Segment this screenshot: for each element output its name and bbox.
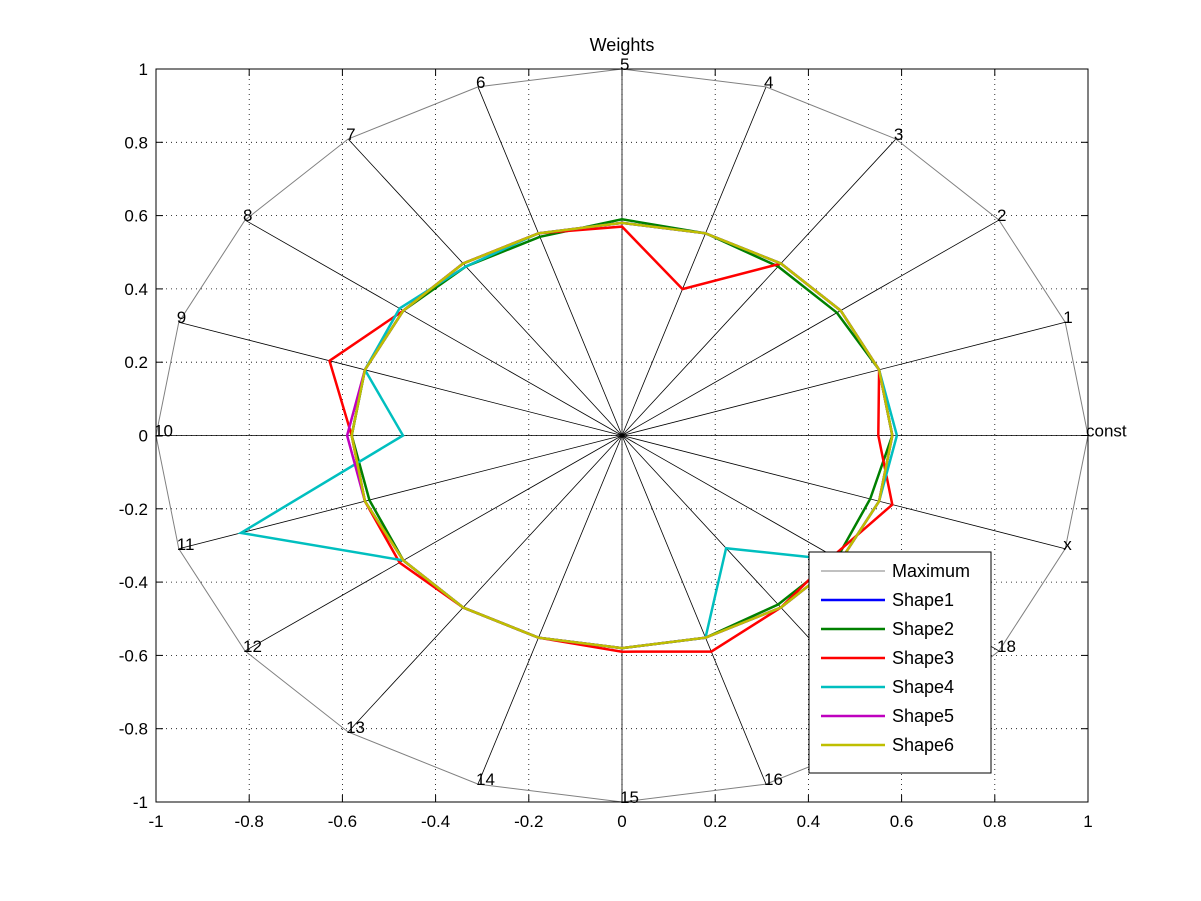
- spoke-6: [477, 86, 623, 436]
- spokes: [156, 69, 1088, 802]
- spoke-9: [178, 321, 623, 436]
- spoke-label-18: 18: [997, 637, 1016, 656]
- spoke-8: [244, 219, 623, 436]
- spoke-label-15: 15: [620, 788, 639, 807]
- spoke-label-11: 11: [177, 535, 195, 554]
- legend-label-shape3: Shape3: [892, 648, 954, 668]
- spoke-label-13: 13: [346, 718, 365, 737]
- legend: Maximum Shape1 Shape2 Shape3 Shape4 Shape5 Sha…: [808, 551, 992, 774]
- spoke-label-5: 5: [620, 55, 629, 74]
- legend-label-shape2: Shape2: [892, 619, 954, 639]
- x-tick-label: 0.8: [983, 812, 1007, 831]
- ticks: -1 -0.8 -0.6 -0.4 -0.2 0 0.2 0.4 0.6 0.8 1 -1 -0.8 -0…: [119, 60, 1093, 831]
- legend-label-maximum: Maximum: [892, 561, 970, 581]
- spoke-label-1: 1: [1063, 308, 1072, 327]
- spoke-13: [347, 435, 623, 733]
- y-tick-label: 0.2: [124, 353, 148, 372]
- spoke-2: [621, 219, 1000, 436]
- spoke-3: [621, 138, 897, 436]
- y-tick-label: 0.6: [124, 207, 148, 226]
- legend-label-shape5: Shape5: [892, 706, 954, 726]
- x-tick-label: 1: [1083, 812, 1092, 831]
- x-tick-label: 0.2: [703, 812, 727, 831]
- y-tick-label: 0.8: [124, 133, 148, 152]
- spoke-14: [477, 435, 623, 785]
- spoke-label-12: 12: [243, 637, 262, 656]
- spoke-label-7: 7: [346, 125, 355, 144]
- x-tick-label: -0.8: [235, 812, 264, 831]
- y-tick-label: -0.8: [119, 720, 148, 739]
- y-tick-label: 0.4: [124, 280, 148, 299]
- spoke-label-6: 6: [476, 73, 485, 92]
- spoke-1: [621, 321, 1066, 436]
- legend-label-shape1: Shape1: [892, 590, 954, 610]
- spoke-label-16: 16: [764, 770, 783, 789]
- spoke-label-2: 2: [997, 206, 1006, 225]
- x-tick-label: -0.6: [328, 812, 357, 831]
- y-tick-label: 1: [139, 60, 148, 79]
- legend-label-shape4: Shape4: [892, 677, 954, 697]
- spoke-label-3: 3: [894, 125, 903, 144]
- spoke-label-x: x: [1063, 535, 1072, 554]
- x-tick-label: -0.4: [421, 812, 450, 831]
- spoke-label-10: 10: [154, 422, 173, 441]
- legend-label-shape6: Shape6: [892, 735, 954, 755]
- spoke-label-8: 8: [243, 206, 252, 225]
- spoke-label-9: 9: [177, 308, 186, 327]
- y-tick-label: -0.2: [119, 500, 148, 519]
- spoke-11: [178, 435, 623, 550]
- spoke-x: [621, 435, 1066, 550]
- spoke-label-4: 4: [764, 73, 773, 92]
- x-tick-label: 0: [617, 812, 626, 831]
- x-tick-label: -1: [148, 812, 163, 831]
- y-tick-label: 0: [139, 427, 148, 446]
- spoke-7: [347, 138, 623, 436]
- chart-title: Weights: [590, 35, 655, 55]
- legend-box: [808, 551, 992, 774]
- spoke-12: [244, 435, 623, 652]
- spoke-16: [621, 435, 767, 785]
- y-tick-label: -0.4: [119, 573, 148, 592]
- spoke-4: [621, 86, 767, 436]
- y-tick-label: -0.6: [119, 646, 148, 665]
- x-tick-label: -0.2: [514, 812, 543, 831]
- spoke-label-const: const: [1086, 422, 1127, 441]
- series-shape6: [350, 221, 894, 650]
- x-tick-label: 0.6: [890, 812, 914, 831]
- spoke-label-14: 14: [476, 770, 495, 789]
- y-tick-label: -1: [133, 793, 148, 812]
- x-tick-label: 0.4: [797, 812, 821, 831]
